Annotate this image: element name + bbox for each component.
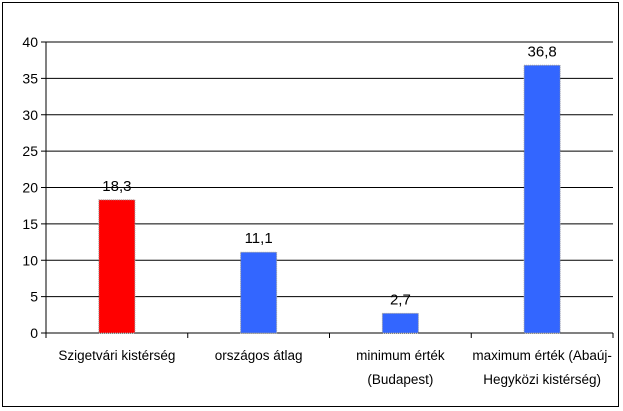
y-tick-label-2: 10 bbox=[22, 252, 38, 268]
y-tick-label-3: 15 bbox=[22, 216, 38, 232]
bar-2 bbox=[381, 312, 419, 334]
y-tick-label-0: 0 bbox=[30, 325, 38, 341]
category-label-2-0: minimum érték bbox=[356, 348, 445, 363]
bar-1 bbox=[240, 251, 278, 334]
data-label-3: 36,8 bbox=[528, 43, 557, 60]
data-label-2: 2,7 bbox=[390, 291, 411, 308]
y-tick-label-4: 20 bbox=[22, 180, 38, 196]
bar-3 bbox=[523, 64, 561, 334]
y-tick-label-5: 25 bbox=[22, 143, 38, 159]
data-label-1: 11,1 bbox=[245, 230, 273, 247]
y-tick-label-1: 5 bbox=[30, 289, 38, 305]
category-label-1-0: országos átlag bbox=[215, 348, 303, 363]
data-label-0: 18,3 bbox=[102, 178, 131, 195]
y-tick-label-7: 35 bbox=[22, 70, 38, 86]
category-label-2-1: (Budapest) bbox=[367, 372, 433, 387]
category-label-3-0: maximum érték (Abaúj- bbox=[472, 348, 612, 363]
category-label-0-0: Szigetvári kistérség bbox=[58, 348, 175, 363]
category-label-3-1: Hegyközi kistérség) bbox=[483, 372, 601, 387]
y-tick-label-6: 30 bbox=[22, 107, 38, 123]
bar-0 bbox=[98, 199, 136, 334]
y-tick-label-8: 40 bbox=[22, 34, 38, 50]
